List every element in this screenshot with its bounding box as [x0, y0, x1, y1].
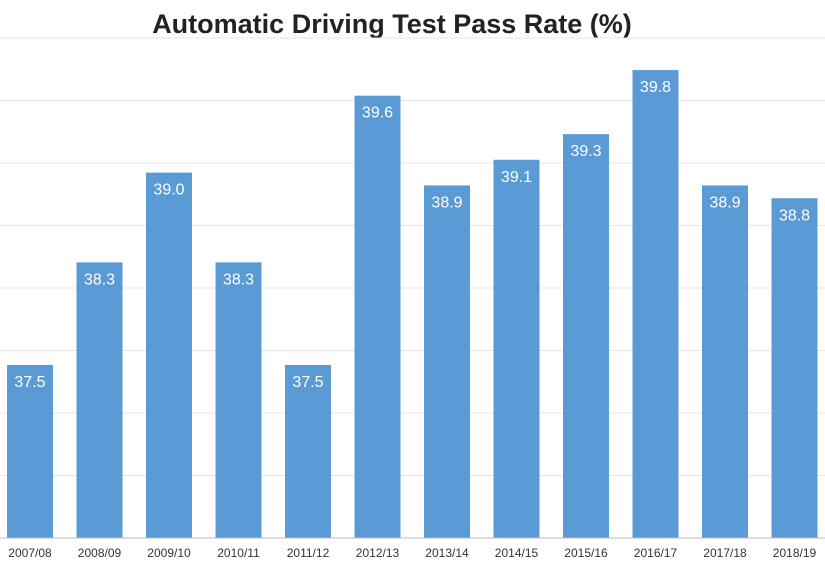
data-label: 38.8: [779, 207, 810, 224]
x-tick-label: 2007/08: [8, 546, 52, 560]
bar: [215, 262, 262, 538]
data-label: 39.8: [640, 79, 671, 96]
x-tick-label: 2017/18: [703, 546, 747, 560]
data-label: 39.3: [570, 143, 601, 160]
bar: [424, 185, 470, 538]
bar: [285, 364, 331, 538]
data-label: 38.3: [84, 271, 115, 288]
x-tick-label: 2016/17: [634, 546, 678, 560]
bar: [702, 185, 748, 538]
data-label: 39.0: [153, 182, 184, 199]
gridlines: [0, 37, 825, 539]
x-tick-label: 2018/19: [773, 546, 817, 560]
bar: [771, 198, 818, 538]
bar: [354, 95, 401, 538]
chart-title: Automatic Driving Test Pass Rate (%): [152, 9, 632, 39]
data-label: 38.9: [431, 194, 462, 211]
bar: [493, 159, 540, 539]
x-tick-label: 2012/13: [356, 546, 400, 560]
x-tick-label: 2009/10: [147, 546, 191, 560]
data-label: 38.3: [223, 271, 254, 288]
x-tick-label: 2015/16: [564, 546, 608, 560]
data-label: 39.6: [362, 105, 393, 122]
bar: [632, 70, 679, 539]
x-tick-label: 2013/14: [425, 546, 469, 560]
x-tick-label: 2008/09: [78, 546, 122, 560]
data-labels: 37.5 38.3 39.0 38.3 37.5 39.6 38.9 39.1 39.3 39.8…: [14, 79, 810, 391]
bars: [7, 70, 818, 539]
bar: [146, 172, 192, 538]
x-tick-label: 2011/12: [287, 546, 330, 560]
bar: [76, 262, 123, 538]
data-label: 39.1: [501, 169, 532, 186]
bar: [7, 364, 53, 538]
x-axis-ticks: 2007/08 2008/09 2009/10 2010/11 2011/12 2012/…: [8, 546, 816, 560]
bar: [563, 134, 609, 538]
data-label: 37.5: [14, 374, 45, 391]
data-label: 37.5: [292, 374, 323, 391]
x-tick-label: 2014/15: [495, 546, 539, 560]
x-tick-label: 2010/11: [217, 546, 260, 560]
data-label: 38.9: [709, 194, 740, 211]
